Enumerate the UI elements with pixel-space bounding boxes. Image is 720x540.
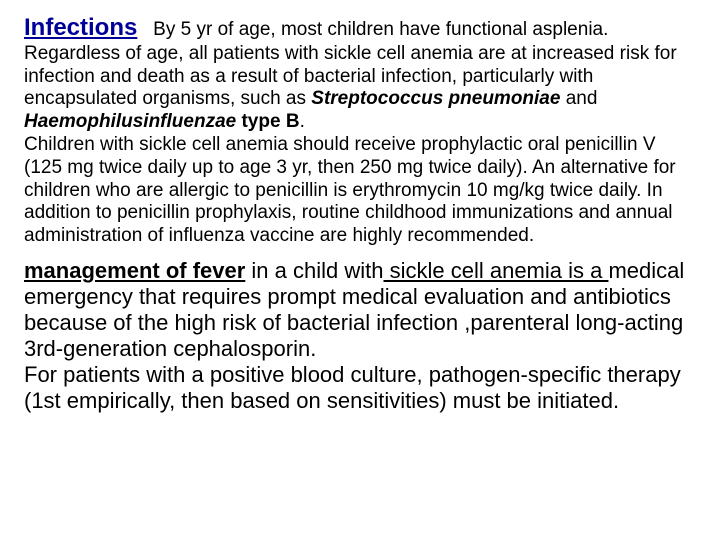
p2-underlined: sickle cell anemia is a: [383, 258, 608, 283]
p1-between: and: [560, 88, 597, 109]
paragraph-fever-management: management of fever in a child with sick…: [24, 258, 696, 414]
p2-plain1: in a child with: [245, 258, 383, 283]
type-b: type B: [241, 111, 299, 132]
organism-strep: Streptococcus pneumoniae: [311, 88, 560, 109]
p1-rest: Children with sickle cell anemia should …: [24, 134, 676, 246]
section-heading: Infections: [24, 14, 137, 41]
paragraph-infections: Infections By 5 yr of age, most children…: [24, 14, 696, 248]
organism-hflu: Haemophilusinfluenzae: [24, 111, 241, 132]
p2-rest2: For patients with a positive blood cultu…: [24, 362, 681, 413]
slide-body: Infections By 5 yr of age, most children…: [0, 0, 720, 428]
p1-after-orgs: .: [300, 111, 305, 132]
p2-bold-underlined: management of fever: [24, 258, 245, 283]
